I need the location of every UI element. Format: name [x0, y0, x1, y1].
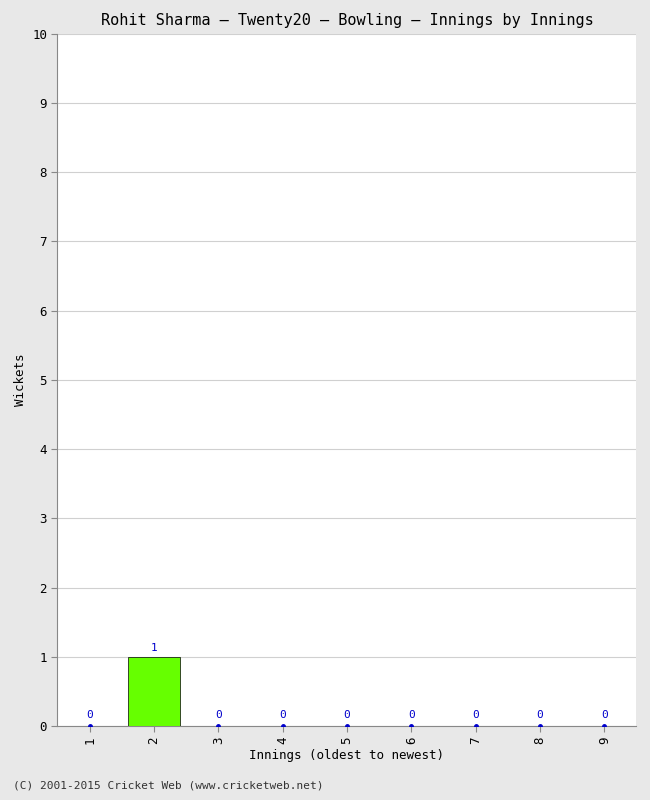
Text: 0: 0	[601, 710, 608, 721]
Text: 0: 0	[537, 710, 543, 721]
Title: Rohit Sharma – Twenty20 – Bowling – Innings by Innings: Rohit Sharma – Twenty20 – Bowling – Inni…	[101, 14, 593, 29]
Text: 0: 0	[344, 710, 350, 721]
Text: 1: 1	[151, 643, 157, 654]
Text: 0: 0	[280, 710, 286, 721]
Y-axis label: Wickets: Wickets	[14, 354, 27, 406]
Bar	[128, 657, 179, 726]
Text: 0: 0	[86, 710, 93, 721]
X-axis label: Innings (oldest to newest): Innings (oldest to newest)	[250, 750, 445, 762]
Text: 0: 0	[473, 710, 479, 721]
Text: 0: 0	[408, 710, 415, 721]
Text: (C) 2001-2015 Cricket Web (www.cricketweb.net): (C) 2001-2015 Cricket Web (www.cricketwe…	[13, 781, 324, 790]
Text: 0: 0	[215, 710, 222, 721]
